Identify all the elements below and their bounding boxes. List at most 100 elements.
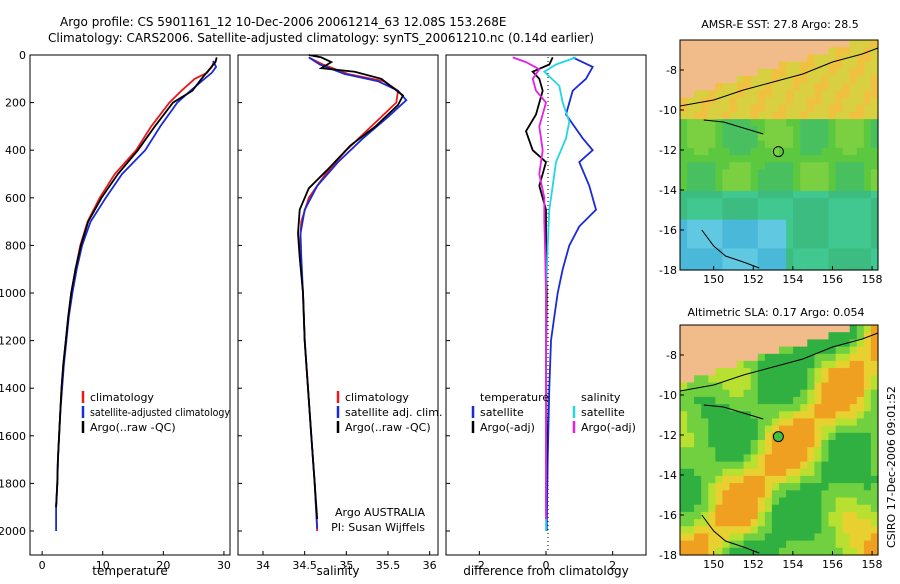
map-cell: [800, 404, 808, 412]
map-cell: [849, 483, 858, 491]
map-cell: [800, 40, 808, 48]
map-cell: [680, 547, 688, 556]
map-cell: [863, 126, 872, 135]
map-cell: [722, 255, 731, 264]
map-cell: [680, 447, 688, 455]
map-cell: [870, 255, 879, 264]
map-cell: [793, 511, 801, 520]
map-cell: [814, 97, 823, 106]
map-cell: [807, 440, 815, 448]
map-cell: [821, 241, 830, 250]
map-cell: [835, 504, 844, 513]
map-cell: [849, 219, 858, 228]
map-cell: [786, 382, 794, 391]
map-cell: [793, 418, 801, 427]
map-cell: [800, 382, 808, 391]
map-cell: [764, 147, 773, 156]
map-cell: [835, 346, 844, 355]
map-cell: [828, 475, 837, 484]
map-cell: [779, 353, 787, 362]
map-cell: [722, 497, 731, 506]
map-cell: [708, 68, 716, 77]
map-cell: [849, 155, 858, 163]
map-cell: [800, 83, 808, 91]
map-cell: [814, 190, 823, 199]
map-cell: [771, 54, 780, 63]
map-cell: [750, 332, 759, 340]
map-cell: [786, 133, 794, 142]
map-cell: [701, 325, 709, 333]
map-cell: [680, 389, 688, 398]
map-cell: [722, 169, 731, 178]
x-tick-label: 36: [423, 559, 437, 572]
map-cell: [715, 360, 724, 369]
map-cell: [870, 61, 879, 70]
map-cell: [680, 519, 688, 527]
map-cell: [743, 133, 752, 142]
map-cell: [856, 226, 865, 235]
map-cell: [828, 526, 837, 535]
y-tick-label: 600: [5, 192, 26, 205]
map-cell: [856, 169, 865, 178]
map-cell: [680, 332, 688, 340]
map-cell: [786, 375, 794, 384]
map-cell: [793, 162, 801, 170]
map-cell: [757, 454, 766, 463]
map-cell: [849, 504, 858, 513]
map-cell: [701, 519, 709, 527]
map-cell: [786, 483, 794, 491]
map-cell: [701, 447, 709, 455]
map-cell: [750, 40, 759, 48]
map-cell: [722, 547, 731, 556]
map-cell: [701, 169, 709, 178]
map-cell: [680, 83, 688, 91]
map-cell: [786, 519, 794, 527]
map-cell: [870, 126, 879, 135]
map-cell: [757, 389, 766, 398]
map-cell: [715, 104, 724, 113]
map-cell: [863, 226, 872, 235]
map-cell: [708, 454, 716, 463]
map-cell: [764, 382, 773, 391]
map-cell: [687, 169, 695, 178]
map-cell: [687, 353, 695, 362]
map-cell: [870, 104, 879, 113]
map-cell: [701, 375, 709, 384]
map-cell: [750, 526, 759, 535]
map-cell: [694, 126, 702, 135]
x-tick-label: 0: [543, 559, 550, 572]
map-cell: [708, 404, 716, 412]
map-cell: [863, 162, 872, 170]
map-cell: [715, 404, 724, 412]
map-cell: [729, 339, 738, 348]
difference-plot: -2 0 2: [446, 54, 616, 572]
map-cell: [680, 155, 688, 163]
map-cell: [793, 382, 801, 391]
map-cell: [863, 133, 872, 142]
x-tick-label: 34.5: [292, 559, 317, 572]
map-cell: [715, 368, 724, 376]
map-cell: [779, 219, 787, 228]
map-cell: [764, 226, 773, 235]
map-cell: [786, 111, 794, 120]
map-cell: [835, 97, 844, 106]
map-cell: [736, 325, 745, 333]
map-cell: [701, 511, 709, 520]
map-cell: [842, 396, 851, 405]
argo-location-marker: [772, 431, 784, 443]
map-cell: [807, 447, 815, 455]
map-cell: [849, 97, 858, 106]
map-cell: [856, 325, 865, 333]
map-cell: [828, 454, 837, 463]
map-cell: [786, 226, 794, 235]
map-cell: [849, 40, 858, 48]
map-cell: [828, 360, 837, 369]
map-cell: [828, 90, 837, 99]
map-cell: [793, 255, 801, 264]
map-cell: [835, 255, 844, 264]
map-cell: [821, 519, 830, 527]
map-cell: [708, 75, 716, 84]
map-cell: [849, 169, 858, 178]
map-cell: [793, 219, 801, 228]
map-cell: [701, 255, 709, 264]
